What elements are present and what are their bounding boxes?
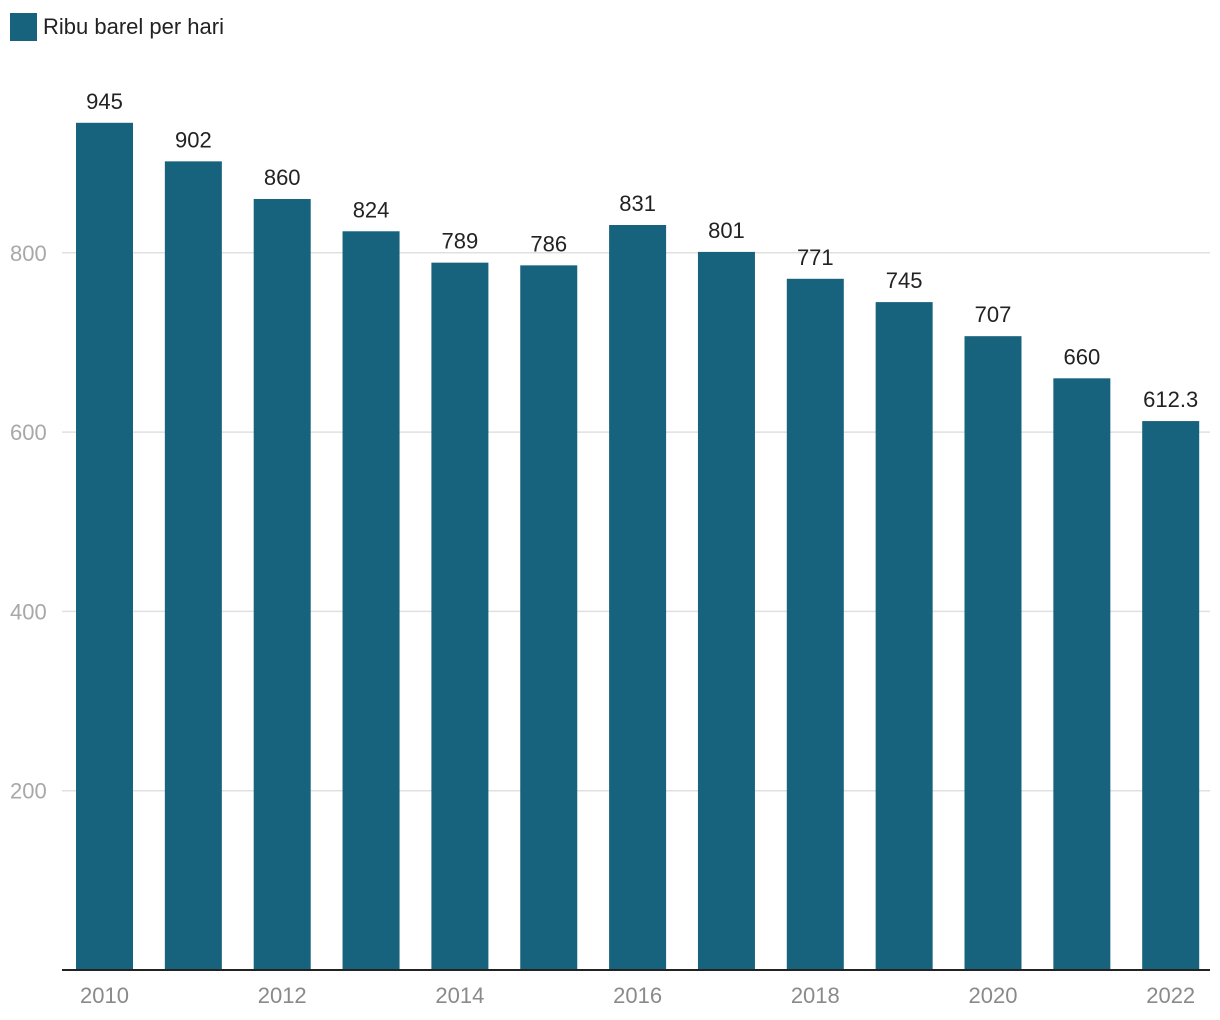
bar (253, 199, 311, 970)
data-label: 902 (175, 127, 212, 152)
bar (609, 225, 667, 971)
x-tick-label: 2016 (613, 983, 662, 1008)
bar (964, 336, 1022, 970)
y-tick-label: 400 (10, 599, 47, 624)
bar (431, 262, 489, 970)
data-label: 945 (86, 89, 123, 114)
x-tick-label: 2014 (435, 983, 484, 1008)
x-tick-label: 2018 (791, 983, 840, 1008)
data-label: 612.3 (1143, 387, 1198, 412)
y-tick-label: 800 (10, 241, 47, 266)
bar (520, 265, 578, 970)
bar (875, 302, 933, 970)
data-label: 801 (708, 218, 745, 243)
legend-label: Ribu barel per hari (43, 14, 224, 39)
x-tick-label: 2012 (258, 983, 307, 1008)
data-label: 707 (975, 302, 1012, 327)
y-tick-label: 600 (10, 420, 47, 445)
legend: Ribu barel per hari (10, 13, 224, 41)
data-label: 789 (442, 229, 479, 254)
bar (786, 278, 844, 971)
data-label: 824 (353, 197, 390, 222)
bar (164, 161, 222, 970)
x-tick-label: 2022 (1146, 983, 1195, 1008)
bar (76, 122, 133, 971)
data-label: 831 (619, 191, 656, 216)
data-label: 771 (797, 245, 834, 270)
x-tick-label: 2010 (80, 983, 129, 1008)
bar (1053, 378, 1111, 970)
x-tick-label: 2020 (969, 983, 1018, 1008)
legend-swatch (10, 13, 37, 41)
bar (342, 231, 400, 970)
data-label: 745 (886, 268, 923, 293)
y-tick-label: 200 (10, 779, 47, 804)
bar (1142, 421, 1200, 970)
bar (697, 251, 755, 970)
data-label: 660 (1063, 344, 1100, 369)
data-label: 786 (530, 231, 567, 256)
data-label: 860 (264, 165, 301, 190)
